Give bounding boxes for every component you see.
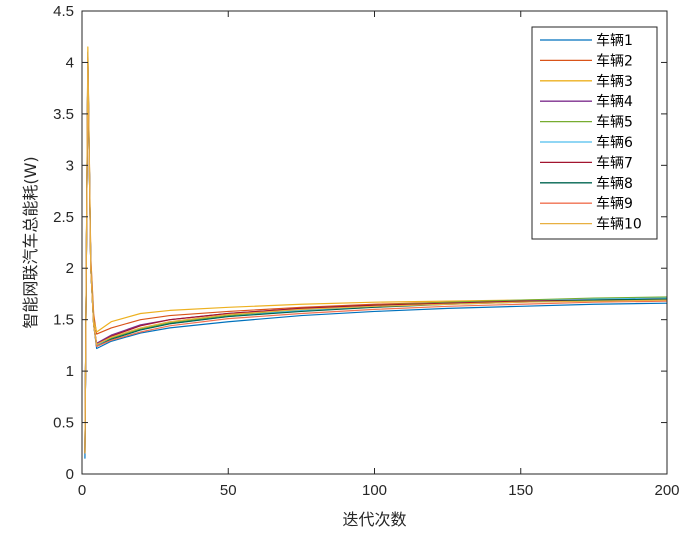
- x-tick-label: 100: [362, 482, 387, 499]
- legend-label-4: 车辆4: [596, 93, 633, 110]
- x-tick-label: 200: [654, 482, 679, 499]
- legend-label-3: 车辆3: [596, 73, 633, 90]
- series-layer: [84, 46, 668, 459]
- y-tick-label: 4.5: [53, 3, 74, 20]
- legend-label-2: 车辆2: [596, 52, 633, 69]
- legend-box: [531, 26, 658, 240]
- y-tick-label: 1.5: [53, 312, 74, 329]
- y-tick-label: 3.5: [53, 106, 74, 123]
- legend: 车辆1 车辆2 车辆3 车辆4 车辆5 车辆6 车辆7 车辆8 车辆9 车辆10: [531, 26, 658, 240]
- y-tick-label: 4: [66, 54, 74, 71]
- y-tick-label: 2.5: [53, 209, 74, 226]
- legend-label-10: 车辆10: [596, 216, 642, 233]
- series-line-10: [84, 51, 668, 454]
- legend-label-6: 车辆6: [596, 134, 633, 151]
- x-tick-label: 0: [78, 482, 86, 499]
- legend-label-1: 车辆1: [596, 32, 633, 49]
- y-axis-label: 智能网联汽车总能耗(W): [21, 156, 40, 328]
- legend-label-8: 车辆8: [596, 175, 633, 192]
- y-tick-label: 0: [66, 466, 74, 483]
- x-axis-label: 迭代次数: [342, 510, 406, 529]
- x-tick-label: 150: [508, 482, 533, 499]
- y-tick-label: 1: [66, 363, 74, 380]
- legend-label-7: 车辆7: [596, 154, 633, 171]
- y-tick-label: 3: [66, 157, 74, 174]
- legend-label-9: 车辆9: [596, 195, 633, 212]
- y-tick-label: 0.5: [53, 415, 74, 432]
- ticks-layer: 0 50 100 150 200 0 0.5 1 1.5 2 2.5 3 3.5 4 4.5: [53, 3, 679, 499]
- legend-label-5: 车辆5: [596, 114, 633, 131]
- y-tick-label: 2: [66, 260, 74, 277]
- x-tick-label: 50: [220, 482, 237, 499]
